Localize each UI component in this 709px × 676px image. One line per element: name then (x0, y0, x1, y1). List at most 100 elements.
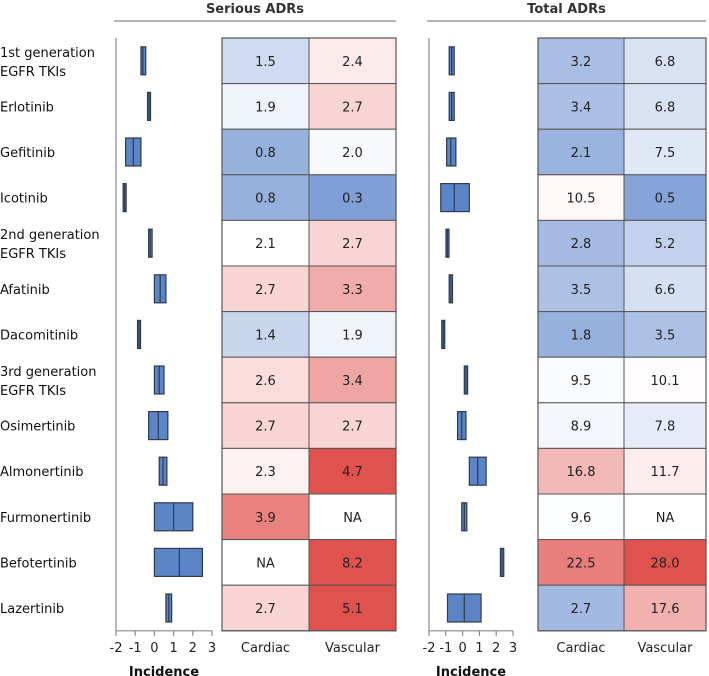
heatmap-cell-label: 2.3 (255, 465, 276, 480)
row-label-line: EGFR TKIs (0, 65, 66, 80)
heatmap-border (537, 37, 707, 632)
heatmap-cell (623, 356, 707, 404)
forest-tick-label: 3 (208, 641, 216, 656)
forest-tick-label: -1 (129, 641, 142, 656)
row-label: Afatinib (0, 283, 50, 298)
heatmap-cell-label: 8.2 (342, 556, 363, 571)
heatmap-cell (537, 174, 625, 221)
heatmap-cell-label: 0.8 (255, 146, 276, 161)
row-label-line: EGFR TKIs (0, 384, 66, 399)
forest-tick-label: 0 (150, 641, 158, 656)
heatmap-cell-label: 9.5 (571, 374, 592, 389)
heatmap-cell (623, 37, 707, 85)
heatmap-cell-label: 2.1 (255, 237, 276, 252)
row-label: Icotinib (0, 192, 48, 207)
heatmap-cell-label: 0.8 (255, 192, 276, 207)
heatmap-cell-label: 2.0 (342, 146, 363, 161)
serious-adrs-panel: Serious ADRs -2 -1 0 1 2 3 Incidence 1.5 2.4 1.9 2.… (110, 2, 397, 676)
heatmap-border (221, 37, 397, 632)
heatmap-cell-label: 5.1 (342, 602, 363, 617)
heatmap-cell-label: 3.9 (255, 511, 276, 526)
forest-axis-title: Incidence (129, 665, 199, 676)
heatmap-cell-label: 2.7 (255, 283, 276, 298)
forest-tick-label: 2 (492, 641, 500, 656)
heatmap-cell-label: 3.2 (571, 55, 592, 70)
row-label: Lazertinib (0, 602, 64, 617)
heatmap-cell-label: 2.7 (342, 420, 363, 435)
heatmap-cell-label: 2.7 (342, 237, 363, 252)
heatmap-cell-label: 6.8 (655, 100, 676, 115)
heatmap-cell-label: 11.7 (651, 465, 680, 480)
heatmap-cell (537, 37, 625, 85)
forest-tick-label: -2 (423, 641, 436, 656)
heatmap-cell (537, 311, 625, 358)
row-label-line: 1st generation (0, 46, 95, 61)
row-label: Furmonertinib (0, 511, 91, 526)
row-label: 3rd generation EGFR TKIs (0, 365, 96, 399)
heatmap-cell-label: 17.6 (651, 602, 680, 617)
row-label: Gefitinib (0, 146, 55, 161)
panel-title: Serious ADRs (206, 2, 304, 17)
heatmap-cell-label: 2.1 (571, 146, 592, 161)
heatmap-cell-label: 2.8 (571, 237, 592, 252)
heatmap-cell-label: 28.0 (651, 556, 680, 571)
forest-tick-label: -2 (110, 641, 123, 656)
forest-tick-label: 3 (509, 641, 517, 656)
heatmap-cell-label: 4.7 (342, 465, 363, 480)
heatmap-cell (308, 265, 397, 313)
row-label: 1st generation EGFR TKIs (0, 46, 95, 80)
heatmap-cell (537, 219, 625, 267)
heatmap-column-label: Vascular (638, 641, 694, 656)
heatmap-cell-label: NA (656, 511, 675, 526)
heatmap-cell (221, 447, 310, 495)
heatmap-cell (308, 311, 397, 358)
heatmap-cell-label: 3.4 (571, 100, 592, 115)
heatmap-cell (623, 584, 707, 632)
heatmap-cell (308, 37, 397, 85)
heatmap-cell (623, 265, 707, 313)
heatmap-cell-label: 1.8 (571, 328, 592, 343)
heatmap-cell-label: 1.4 (255, 328, 276, 343)
heatmap-cell-label: NA (343, 511, 362, 526)
row-label: Almonertinib (0, 465, 84, 480)
row-label-line: 2nd generation (0, 228, 100, 243)
heatmap-cell (623, 402, 707, 449)
heatmap-cell (308, 174, 397, 221)
heatmap-cell-label: 0.3 (342, 192, 363, 207)
heatmap-cell (221, 219, 310, 267)
heatmap-cell-label: 3.3 (342, 283, 363, 298)
heatmap-cell-label: 8.9 (571, 420, 592, 435)
heatmap-cell (221, 402, 310, 449)
heatmap-cell-label: 7.5 (655, 146, 676, 161)
heatmap-cell-label: 3.5 (571, 283, 592, 298)
heatmap-cell-label: 2.7 (342, 100, 363, 115)
heatmap-cell-label: 3.5 (655, 328, 676, 343)
row-label: Osimertinib (0, 420, 75, 435)
forest-tick-label: 0 (458, 641, 466, 656)
forest-axis-title: Incidence (436, 665, 506, 676)
heatmap-cell-label: 2.7 (255, 602, 276, 617)
heatmap-cell-label: 2.7 (571, 602, 592, 617)
heatmap-cell-label: 9.6 (571, 511, 592, 526)
heatmap-cell-label: 0.5 (655, 192, 676, 207)
heatmap-cell (221, 356, 310, 404)
heatmap-cell (308, 493, 397, 541)
heatmap-cell (308, 356, 397, 404)
heatmap-cell-label: 1.9 (255, 100, 276, 115)
heatmap-cell-label: NA (256, 556, 275, 571)
heatmap-cell (537, 83, 625, 130)
heatmap-cell-label: 2.6 (255, 374, 276, 389)
heatmap-cell-label: 2.4 (342, 55, 363, 70)
heatmap-cell-label: 22.5 (567, 556, 596, 571)
heatmap-cell (221, 584, 310, 632)
heatmap-cell-label: 3.4 (342, 374, 363, 389)
heatmap-cell (623, 447, 707, 495)
heatmap-cell (537, 584, 625, 632)
forest-box (440, 183, 470, 213)
row-label-line: 3rd generation (0, 365, 96, 380)
heatmap-cell (221, 493, 310, 541)
heatmap-cell (623, 174, 707, 221)
heatmap-cell-label: 6.8 (655, 55, 676, 70)
